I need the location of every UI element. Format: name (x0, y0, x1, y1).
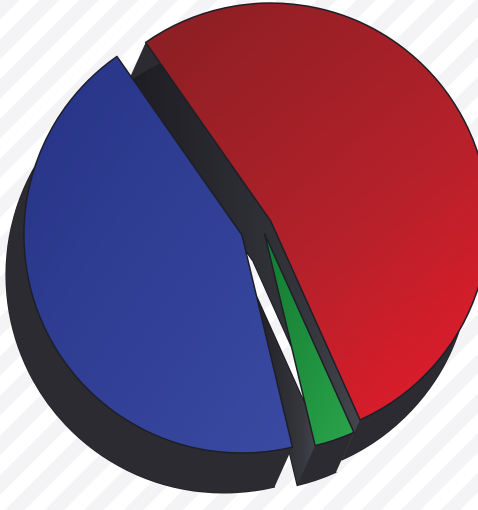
pie-slices (23, 2, 478, 454)
pie-slice-green (263, 232, 355, 447)
pie-slice-red (144, 2, 478, 421)
pie-slice-green-band (297, 432, 354, 486)
pie-slice-blue-band (5, 56, 293, 494)
pie-slice-blue (23, 55, 294, 454)
